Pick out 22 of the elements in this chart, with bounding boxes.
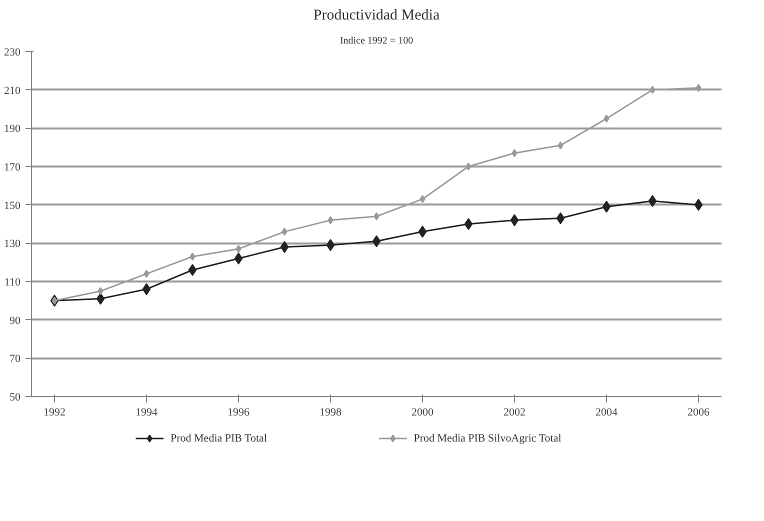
y-tick-label: 210 [4, 84, 21, 97]
x-tick-label: 1994 [136, 406, 158, 418]
y-tick-label: 170 [4, 162, 21, 174]
x-tick-label: 2004 [596, 406, 618, 418]
legend-label: Prod Media PIB Total [170, 432, 267, 444]
chart-title: Productividad Media [313, 8, 440, 24]
legend-label: Prod Media PIB SilvoAgric Total [414, 432, 562, 444]
x-tick-label: 2002 [504, 406, 526, 418]
chart-subtitle: Indice 1992 = 100 [340, 36, 414, 46]
y-tick-label: 130 [4, 238, 21, 250]
x-tick-label: 2006 [688, 406, 710, 418]
x-tick-label: 1992 [44, 406, 66, 418]
y-tick-label: 150 [4, 200, 21, 212]
y-tick-label: 110 [4, 276, 21, 288]
y-tick-label: 90 [10, 314, 21, 327]
y-tick-label: 50 [10, 392, 21, 404]
x-tick-label: 1998 [320, 406, 342, 418]
y-tick-label: 190 [4, 123, 21, 136]
y-tick-label: 230 [4, 46, 21, 58]
y-tick-label: 70 [10, 353, 21, 366]
x-tick-label: 1996 [228, 406, 250, 418]
x-tick-label: 2000 [412, 406, 434, 418]
